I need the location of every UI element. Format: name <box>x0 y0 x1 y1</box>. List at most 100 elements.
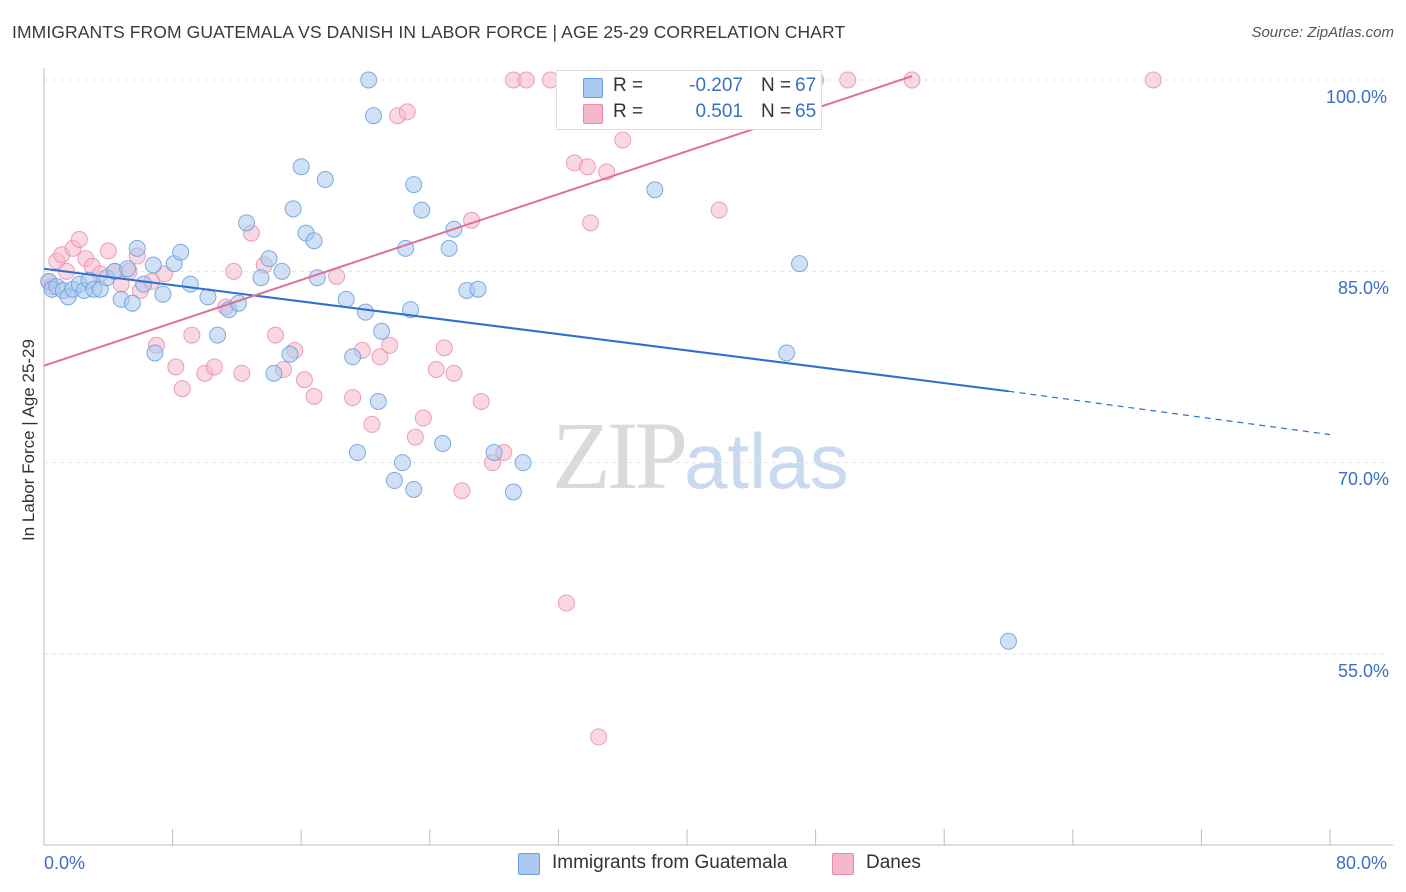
point-danes <box>578 158 596 176</box>
x-tick-label-min: 0.0% <box>44 853 86 873</box>
point-danes <box>427 361 445 379</box>
point-guatemala <box>260 250 278 268</box>
point-guatemala <box>123 294 141 312</box>
point-danes <box>266 326 284 344</box>
point-danes <box>99 242 117 260</box>
point-danes <box>183 326 201 344</box>
point-guatemala <box>181 275 199 293</box>
point-danes <box>344 389 362 407</box>
legend-swatch-danes <box>583 104 603 124</box>
point-guatemala <box>135 275 153 293</box>
point-danes <box>225 262 243 280</box>
point-guatemala <box>344 348 362 366</box>
point-danes <box>614 131 632 149</box>
point-danes <box>445 364 463 382</box>
point-guatemala <box>373 322 391 340</box>
point-guatemala <box>273 262 291 280</box>
point-danes <box>406 428 424 446</box>
legend-r-value-danes: 0.501 <box>695 101 743 122</box>
point-danes <box>233 364 251 382</box>
source-credit: Source: ZipAtlas.com <box>1251 24 1394 41</box>
watermark-atlas: atlas <box>684 417 849 505</box>
legend-label-guatemala: Immigrants from Guatemala <box>552 852 788 873</box>
point-guatemala <box>146 344 164 362</box>
point-danes <box>903 71 921 89</box>
y-tick-label-85: 85.0% <box>1338 278 1390 298</box>
legend-swatch-danes <box>832 853 854 875</box>
point-guatemala <box>1000 632 1017 650</box>
point-guatemala <box>485 443 503 461</box>
point-guatemala <box>405 176 423 194</box>
point-danes <box>710 201 728 219</box>
point-guatemala <box>119 260 137 278</box>
point-danes <box>1144 71 1162 89</box>
point-danes <box>472 392 490 410</box>
point-guatemala <box>385 472 403 490</box>
legend-r-value-guatemala: -0.207 <box>689 75 743 96</box>
point-danes <box>517 71 535 89</box>
point-danes <box>590 728 608 746</box>
watermark: ZIPatlas <box>552 400 849 511</box>
point-guatemala <box>402 301 420 319</box>
legend-swatch-guatemala <box>518 853 540 875</box>
point-danes <box>414 409 432 427</box>
point-guatemala <box>337 290 355 308</box>
point-guatemala <box>405 480 423 498</box>
legend-r-label: R = <box>613 75 644 96</box>
point-danes <box>167 358 185 376</box>
point-danes <box>70 230 88 248</box>
point-guatemala <box>265 364 283 382</box>
trend-line-guatemala-extension <box>1008 390 1331 436</box>
point-guatemala <box>369 392 387 410</box>
point-guatemala <box>128 239 146 257</box>
point-guatemala <box>305 232 323 250</box>
point-guatemala <box>292 158 310 176</box>
y-tick-label-55: 55.0% <box>1338 661 1390 681</box>
legend-n-value-danes: 65 <box>795 101 817 122</box>
point-danes <box>557 594 575 612</box>
point-guatemala <box>365 107 383 125</box>
point-guatemala <box>514 454 532 472</box>
y-axis-label: In Labor Force | Age 25-29 <box>19 339 38 541</box>
point-guatemala <box>209 326 227 344</box>
point-danes <box>363 415 381 433</box>
trend-line-guatemala <box>43 267 1009 393</box>
y-tick-label-100: 100.0% <box>1326 87 1388 107</box>
point-guatemala <box>348 443 366 461</box>
point-guatemala <box>172 243 190 261</box>
point-guatemala <box>440 239 458 257</box>
point-guatemala <box>413 201 431 219</box>
point-guatemala <box>357 303 374 321</box>
x-tick-label-max: 80.0% <box>1336 853 1388 873</box>
point-danes <box>173 380 191 398</box>
watermark-zip: ZIP <box>552 402 688 509</box>
stats-legend: R = -0.207 N = 67 R = 0.501 N = 65 <box>556 70 822 130</box>
point-danes <box>839 71 857 89</box>
point-guatemala <box>252 269 270 287</box>
point-guatemala <box>284 200 302 218</box>
point-danes <box>381 336 399 354</box>
point-guatemala <box>154 285 172 303</box>
point-danes <box>371 348 389 366</box>
legend-r-label: R = <box>613 101 644 122</box>
point-danes <box>582 214 600 232</box>
legend-n-value-guatemala: 67 <box>795 75 817 96</box>
y-tick-label-70: 70.0% <box>1338 469 1390 489</box>
point-danes <box>305 387 323 405</box>
point-danes <box>435 339 453 357</box>
point-guatemala <box>778 344 796 362</box>
legend-n-label: N = <box>761 101 792 122</box>
point-guatemala <box>393 454 411 472</box>
point-guatemala <box>469 280 487 298</box>
legend-label-danes: Danes <box>866 852 921 873</box>
y-axis-label-wrap: In Labor Force | Age 25-29 <box>18 230 40 650</box>
point-guatemala <box>791 255 809 273</box>
point-danes <box>398 103 416 121</box>
point-guatemala <box>434 435 452 453</box>
point-guatemala <box>281 345 299 363</box>
legend-swatch-guatemala <box>583 78 603 98</box>
point-guatemala <box>238 214 256 232</box>
point-guatemala <box>504 483 522 501</box>
point-danes <box>205 358 223 376</box>
